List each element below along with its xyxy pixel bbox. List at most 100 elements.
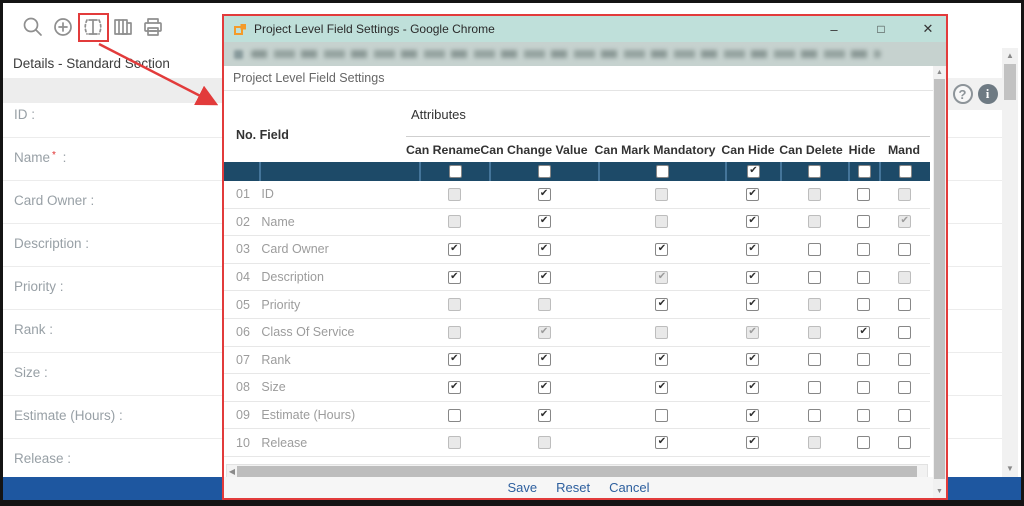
checkbox-can-mark-mandatory[interactable]: [655, 353, 669, 367]
url-bar[interactable]: [224, 42, 946, 66]
scroll-left-icon[interactable]: ◀: [228, 466, 236, 476]
checkbox-can-rename[interactable]: [447, 408, 461, 422]
table-row: 05 Priority: [224, 291, 930, 319]
horizontal-scrollbar[interactable]: ◀: [226, 464, 928, 478]
checkbox-can-delete[interactable]: [807, 270, 821, 284]
field-settings-icon[interactable]: [80, 13, 106, 41]
checkbox-can-delete[interactable]: [807, 242, 821, 256]
checkbox-mand[interactable]: [898, 325, 912, 339]
checkbox-can-change-value[interactable]: [537, 242, 551, 256]
checkbox-can-change-value: [537, 436, 551, 450]
checkbox-can-hide[interactable]: [746, 436, 760, 450]
checkbox-select-all-can-hide[interactable]: [746, 165, 760, 178]
close-button[interactable]: ✕: [922, 21, 934, 36]
attribute-column-headers: Can Rename Can Change Value Can Mark Manda…: [406, 137, 930, 162]
help-icon[interactable]: ?: [952, 84, 973, 104]
scroll-down-icon[interactable]: ▼: [1006, 464, 1014, 473]
checkbox-can-mark-mandatory[interactable]: [655, 380, 669, 394]
checkbox-can-mark-mandatory[interactable]: [655, 242, 669, 256]
checkbox-hide[interactable]: [857, 353, 871, 367]
checkbox-can-delete[interactable]: [807, 353, 821, 367]
scroll-up-icon[interactable]: ▲: [1006, 51, 1014, 60]
checkbox-can-change-value[interactable]: [537, 408, 551, 422]
horizontal-scrollbar-thumb[interactable]: [237, 465, 917, 477]
checkbox-can-change-value[interactable]: [537, 215, 551, 229]
checkbox-can-mark-mandatory[interactable]: [655, 298, 669, 312]
field-column-header: Field: [259, 128, 289, 142]
checkbox-can-rename[interactable]: [447, 242, 461, 256]
maximize-button[interactable]: □: [877, 22, 885, 36]
checkbox-can-hide[interactable]: [746, 408, 760, 422]
print-icon[interactable]: [140, 13, 166, 41]
row-cell: [879, 380, 930, 394]
column-header-can-hide: Can Hide: [721, 142, 775, 157]
dialog-scrollbar[interactable]: ▲ ▼: [933, 66, 946, 498]
row-cell: [419, 436, 489, 450]
checkbox-can-rename[interactable]: [447, 380, 461, 394]
dialog-scrollbar-thumb[interactable]: [934, 79, 945, 479]
checkbox-can-hide[interactable]: [746, 298, 760, 312]
board-icon[interactable]: [110, 13, 136, 41]
scroll-up-icon[interactable]: ▲: [936, 69, 943, 76]
checkbox-hide[interactable]: [857, 408, 871, 422]
checkbox-can-mark-mandatory[interactable]: [655, 408, 669, 422]
checkbox-can-change-value[interactable]: [537, 353, 551, 367]
checkbox-mand[interactable]: [898, 408, 912, 422]
minimize-button[interactable]: –: [830, 21, 838, 37]
checkbox-hide[interactable]: [857, 298, 871, 312]
checkbox-mand[interactable]: [898, 380, 912, 394]
checkbox-can-rename[interactable]: [447, 353, 461, 367]
annotation-highlight-box: [78, 13, 109, 42]
search-icon[interactable]: [20, 13, 46, 41]
checkbox-hide[interactable]: [857, 380, 871, 394]
save-button[interactable]: Save: [507, 480, 538, 495]
checkbox-can-hide[interactable]: [746, 270, 760, 284]
row-cell: [489, 353, 598, 367]
reset-button[interactable]: Reset: [556, 480, 591, 495]
checkbox-can-hide[interactable]: [746, 242, 760, 256]
checkbox-mand[interactable]: [898, 298, 912, 312]
add-icon[interactable]: [50, 13, 76, 41]
checkbox-select-all-can-delete[interactable]: [808, 165, 822, 178]
row-cell: [780, 270, 848, 284]
cancel-button[interactable]: Cancel: [609, 480, 650, 495]
checkbox-hide[interactable]: [857, 242, 871, 256]
checkbox-hide[interactable]: [857, 270, 871, 284]
checkbox-can-hide[interactable]: [746, 187, 760, 201]
row-cell: [489, 187, 598, 201]
checkbox-can-rename[interactable]: [447, 270, 461, 284]
checkbox-can-delete[interactable]: [807, 408, 821, 422]
checkbox-select-all-can-rename[interactable]: [448, 165, 462, 178]
checkbox-can-hide[interactable]: [746, 380, 760, 394]
row-cell: [879, 215, 930, 229]
scroll-down-icon[interactable]: ▼: [936, 488, 943, 495]
page-scrollbar[interactable]: ▲ ▼: [1002, 48, 1018, 477]
checkbox-select-all-can-change-value[interactable]: [538, 165, 552, 178]
checkbox-hide[interactable]: [857, 325, 871, 339]
checkbox-can-hide[interactable]: [746, 215, 760, 229]
checkbox-select-all-can-mark-mandatory[interactable]: [656, 165, 670, 178]
checkbox-select-all-hide[interactable]: [858, 165, 872, 178]
checkbox-can-change-value[interactable]: [537, 270, 551, 284]
row-cell: [725, 408, 780, 422]
form-field-label: ID :: [14, 107, 36, 122]
checkbox-can-change-value[interactable]: [537, 187, 551, 201]
page-scrollbar-thumb[interactable]: [1004, 64, 1016, 100]
checkbox-mand[interactable]: [898, 436, 912, 450]
checkbox-hide[interactable]: [857, 436, 871, 450]
checkbox-can-change-value[interactable]: [537, 380, 551, 394]
dialog-titlebar[interactable]: Project Level Field Settings - Google Ch…: [224, 16, 946, 42]
checkbox-hide[interactable]: [857, 215, 871, 229]
checkbox-can-delete[interactable]: [807, 380, 821, 394]
table-row: 08 Size: [224, 374, 930, 402]
checkbox-mand[interactable]: [898, 242, 912, 256]
checkbox-can-mark-mandatory[interactable]: [655, 436, 669, 450]
checkbox-can-rename: [447, 436, 461, 450]
checkbox-select-all-mand[interactable]: [899, 165, 913, 178]
checkbox-hide[interactable]: [857, 187, 871, 201]
checkbox-can-hide[interactable]: [746, 353, 760, 367]
select-all-cell: [725, 162, 780, 181]
row-cell: [780, 325, 848, 339]
checkbox-mand[interactable]: [898, 353, 912, 367]
info-icon[interactable]: i: [977, 84, 998, 104]
